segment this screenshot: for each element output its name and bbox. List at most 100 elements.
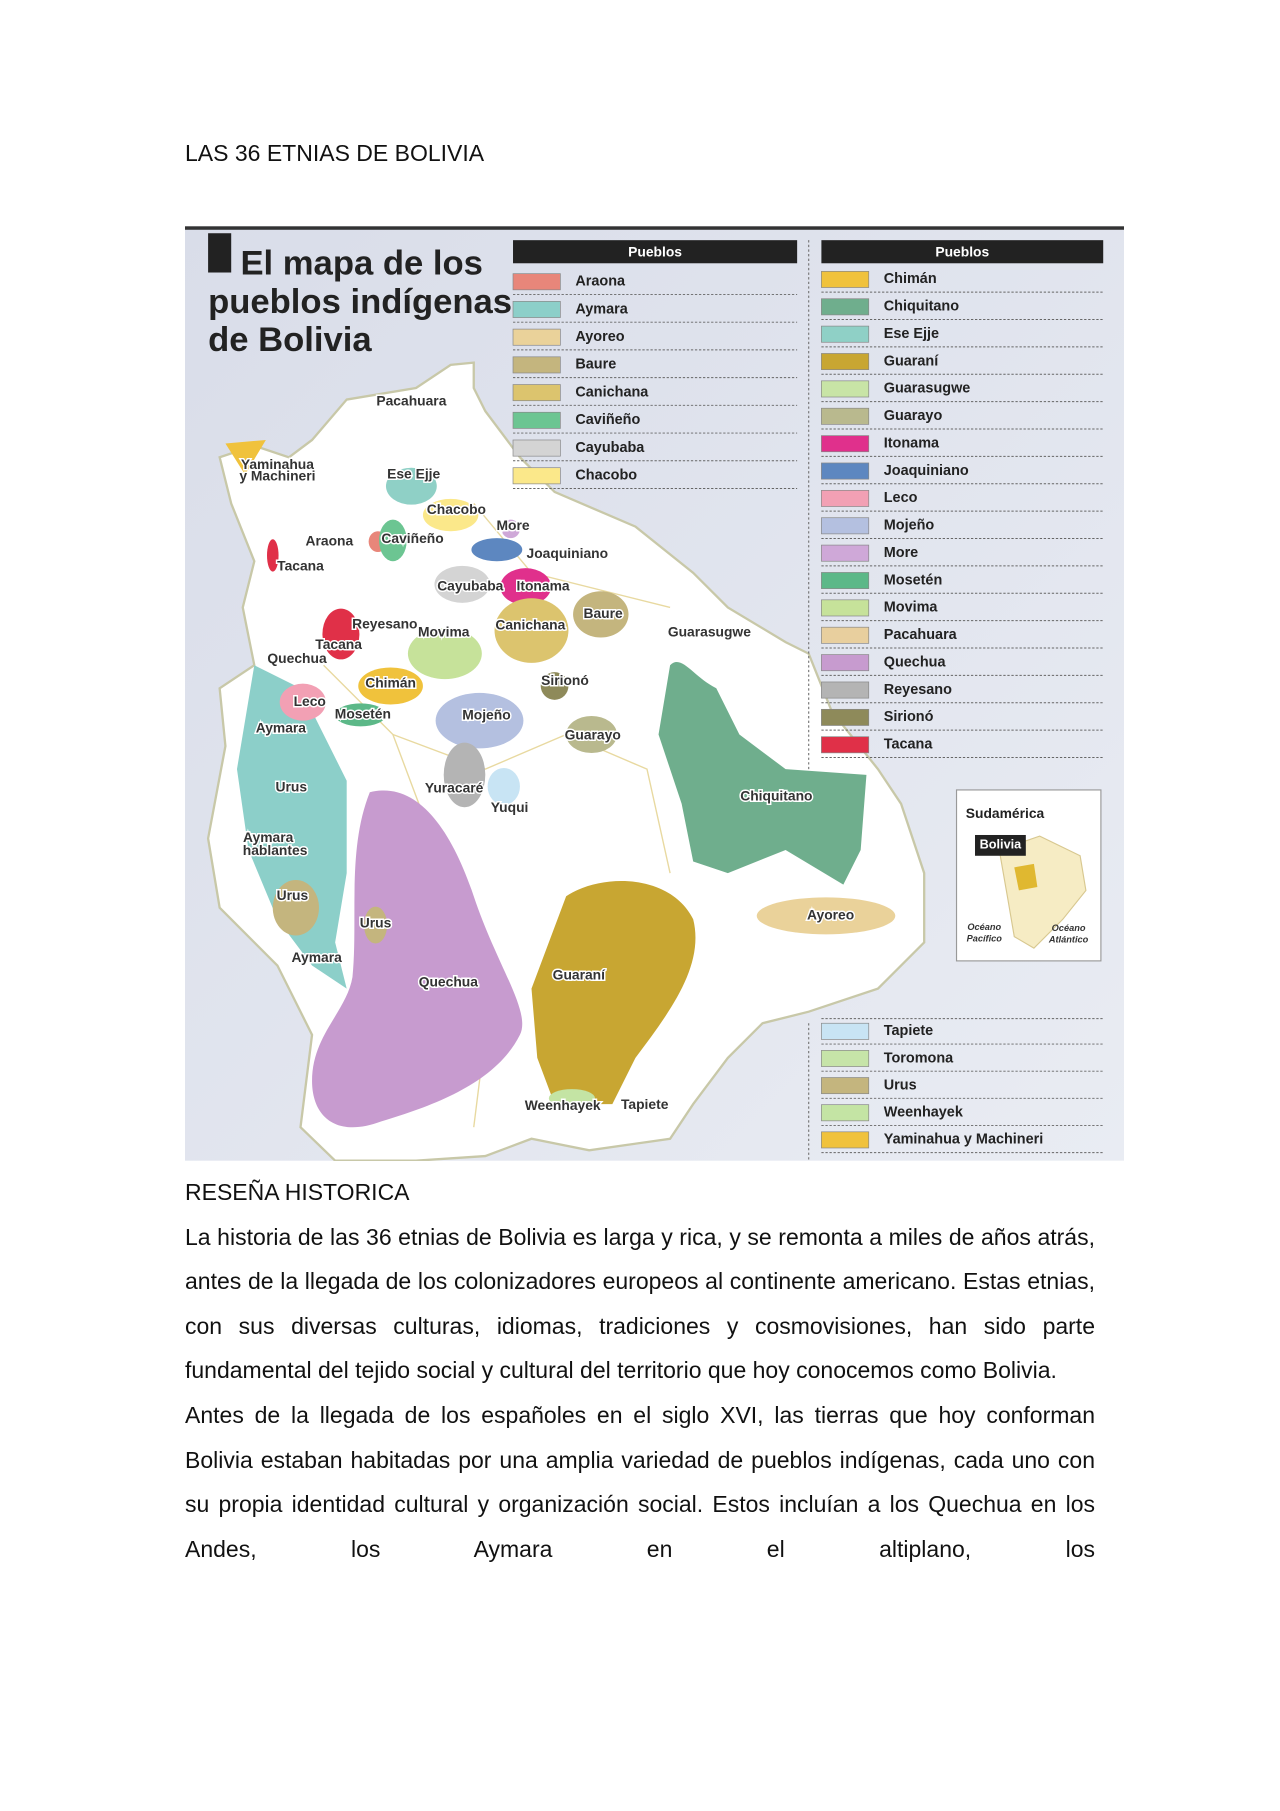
map-label: Quechua [419,973,479,989]
map-label: Leco [294,693,326,709]
legend-header: Pueblos [935,244,989,260]
legend-label: Toromona [884,1050,954,1066]
legend-header: Pueblos [628,244,682,260]
map-label: More [496,517,529,533]
map-label: Tacana [315,636,362,652]
legend-label: Cayubaba [575,440,645,456]
legend-swatch [821,325,870,343]
legend-label: Aymara [575,301,628,317]
map-label: Urus [275,778,307,794]
legend-swatch [821,353,870,370]
map-label: Yuracaré [425,779,484,795]
legend-swatch [512,439,561,457]
legend-label: Yaminahua y Machineri [884,1132,1044,1148]
map-label: Chiquitano [740,788,812,804]
map-label: Guaraní [553,967,606,983]
inset-label: Bolivia [980,838,1023,852]
legend-swatch [821,1022,870,1040]
region [225,439,266,475]
map-label: Ese Ejje [387,465,440,481]
inset-continent [998,835,1087,949]
map-label: Aymara [256,719,307,735]
legend-label: Guarasugwe [884,381,971,397]
legend-swatch [821,1077,870,1095]
title-bar [208,233,232,273]
inset-ocean: Océano [1052,923,1086,933]
legend-swatch [821,1104,870,1122]
map-title: pueblos indígenas [208,283,512,321]
map-label: Araona [306,532,354,548]
legend-swatch [821,681,870,699]
map-label: Pacahuara [376,393,446,409]
legend-label: Baure [575,357,616,373]
legend-label: Quechua [884,654,947,670]
legend-label: Ese Ejje [884,326,939,342]
map-label: Chacobo [427,501,486,517]
map-label: Cayubaba [437,577,503,593]
legend-swatch [821,517,870,535]
map-title: El mapa de los [240,245,482,283]
legend-label: Urus [884,1077,917,1093]
legend-swatch [512,273,561,291]
legend-label: Itonama [884,435,940,451]
legend-swatch [821,462,870,480]
map-label: y Machineri [239,468,315,484]
legend-label: Guarayo [884,408,943,424]
legend-label: Tapiete [884,1023,933,1039]
legend-label: Ayoreo [575,329,624,345]
inset-bolivia [1014,863,1038,891]
paragraph: Antes de la llegada de los españoles en … [185,1401,1095,1562]
legend: PueblosAraonaAymaraAyoreoBaureCanichanaC… [512,240,1104,1154]
legend-swatch [512,384,561,402]
legend-label: Mosetén [884,572,942,588]
inset-ocean: Atlántico [1048,935,1089,945]
legend-swatch [512,301,561,318]
legend-label: Chiquitano [884,299,959,315]
map-label: Tacana [277,558,324,574]
map-figure: PueblosAraonaAymaraAyoreoBaureCanichanaC… [185,226,1124,1161]
legend-label: Leco [884,490,918,506]
legend-swatch [821,435,870,453]
inset-label-box [975,834,1026,856]
inset-title: Sudamérica [966,805,1045,821]
region [531,881,696,1105]
legend-label: Chacobo [575,468,637,484]
legend-label: Guaraní [884,353,939,369]
legend-swatch [512,467,561,485]
map-label: Urus [277,887,309,903]
legend-swatch [821,708,870,726]
map-label: Aymara [243,829,294,845]
region [236,665,347,989]
legend-label: Mojeño [884,518,935,534]
map-label: hablantes [243,842,308,858]
page-title: LAS 36 ETNIAS DE BOLIVIA [185,140,485,166]
legend-label: Canichana [575,384,649,400]
map-label: Urus [360,915,392,931]
map-label: Guarasugwe [668,624,751,640]
map-label: Weenhayek [525,1097,601,1113]
map-label: Tapiete [621,1096,669,1112]
legend-swatch [821,654,870,672]
map-label: Yaminahua [241,456,314,472]
legend-swatch [821,489,870,507]
legend-swatch [512,328,561,346]
inset-ocean: Pacífico [967,933,1003,943]
legend-header-bg [821,240,1104,264]
region [312,790,523,1128]
map-label: Guarayo [565,726,621,742]
legend-swatch [821,298,870,316]
map-label: Aymara [292,949,343,965]
legend-swatch [821,544,870,562]
legend-swatch [821,1050,870,1067]
top-rule [185,226,1124,230]
legend-label: Araona [575,274,626,290]
map-label: Movima [418,624,470,640]
legend-swatch [512,356,561,374]
map-label: Chimán [365,674,416,690]
legend-label: Tacana [884,737,934,753]
legend-header-bg [513,240,798,264]
legend-label: Caviñeño [575,412,640,428]
paragraph: La historia de las 36 etnias de Bolivia … [185,1223,1095,1384]
